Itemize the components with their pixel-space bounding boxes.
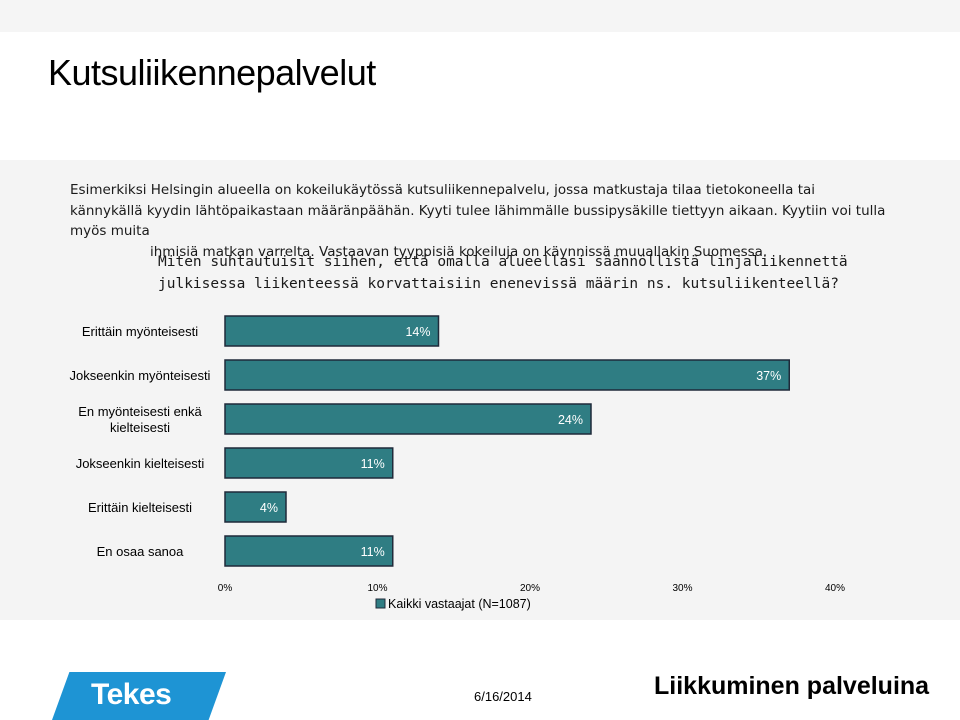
legend-label: Kaikki vastaajat (N=1087) [388,597,531,611]
x-tick-label: 0% [218,583,233,594]
value-label: 14% [405,325,430,339]
intro-line-2: ihmisiä matkan varrelta. Vastaavan tyypp… [150,243,768,260]
x-tick-label: 20% [520,583,540,594]
bar-3 [224,447,394,479]
top-band [0,0,960,32]
x-tick-label: 10% [367,583,387,594]
category-label: En myönteisesti enkä kielteisesti [78,404,202,435]
bar-1 [224,359,790,391]
value-label: 37% [756,369,781,383]
footer-brand: Liikkuminen palveluina [654,672,930,700]
bar-5 [224,535,394,567]
category-label: Erittäin kielteisesti [88,500,192,515]
survey-question: Miten suhtautuisit siihen, että omalla a… [158,254,848,292]
category-label: En osaa sanoa [97,544,185,559]
bar-4 [224,491,287,523]
x-tick-label: 40% [825,583,845,594]
x-tick-label: 30% [672,583,692,594]
bar-2 [224,403,592,435]
intro-line-1: Esimerkiksi Helsingin alueella on kokeil… [70,182,886,239]
legend-swatch [375,598,386,609]
value-label: 24% [558,413,583,427]
footer-date: 6/16/2014 [474,689,532,704]
category-label: Erittäin myönteisesti [82,324,198,339]
value-label: 11% [361,457,385,471]
category-label: Jokseenkin kielteisesti [76,456,205,471]
intro-text: Esimerkiksi Helsingin alueella on kokeil… [70,180,890,262]
bar-0 [224,315,440,347]
slide-title: Kutsuliikennepalvelut [48,52,376,93]
tekes-logo [52,672,226,720]
bar-chart: Erittäin myönteisesti 14% Jokseenkin myönt… [70,315,845,611]
tekes-logo-text: Tekes [91,678,172,711]
value-label: 11% [361,545,385,559]
value-label: 4% [260,501,278,515]
category-label: Jokseenkin myönteisesti [70,368,211,383]
